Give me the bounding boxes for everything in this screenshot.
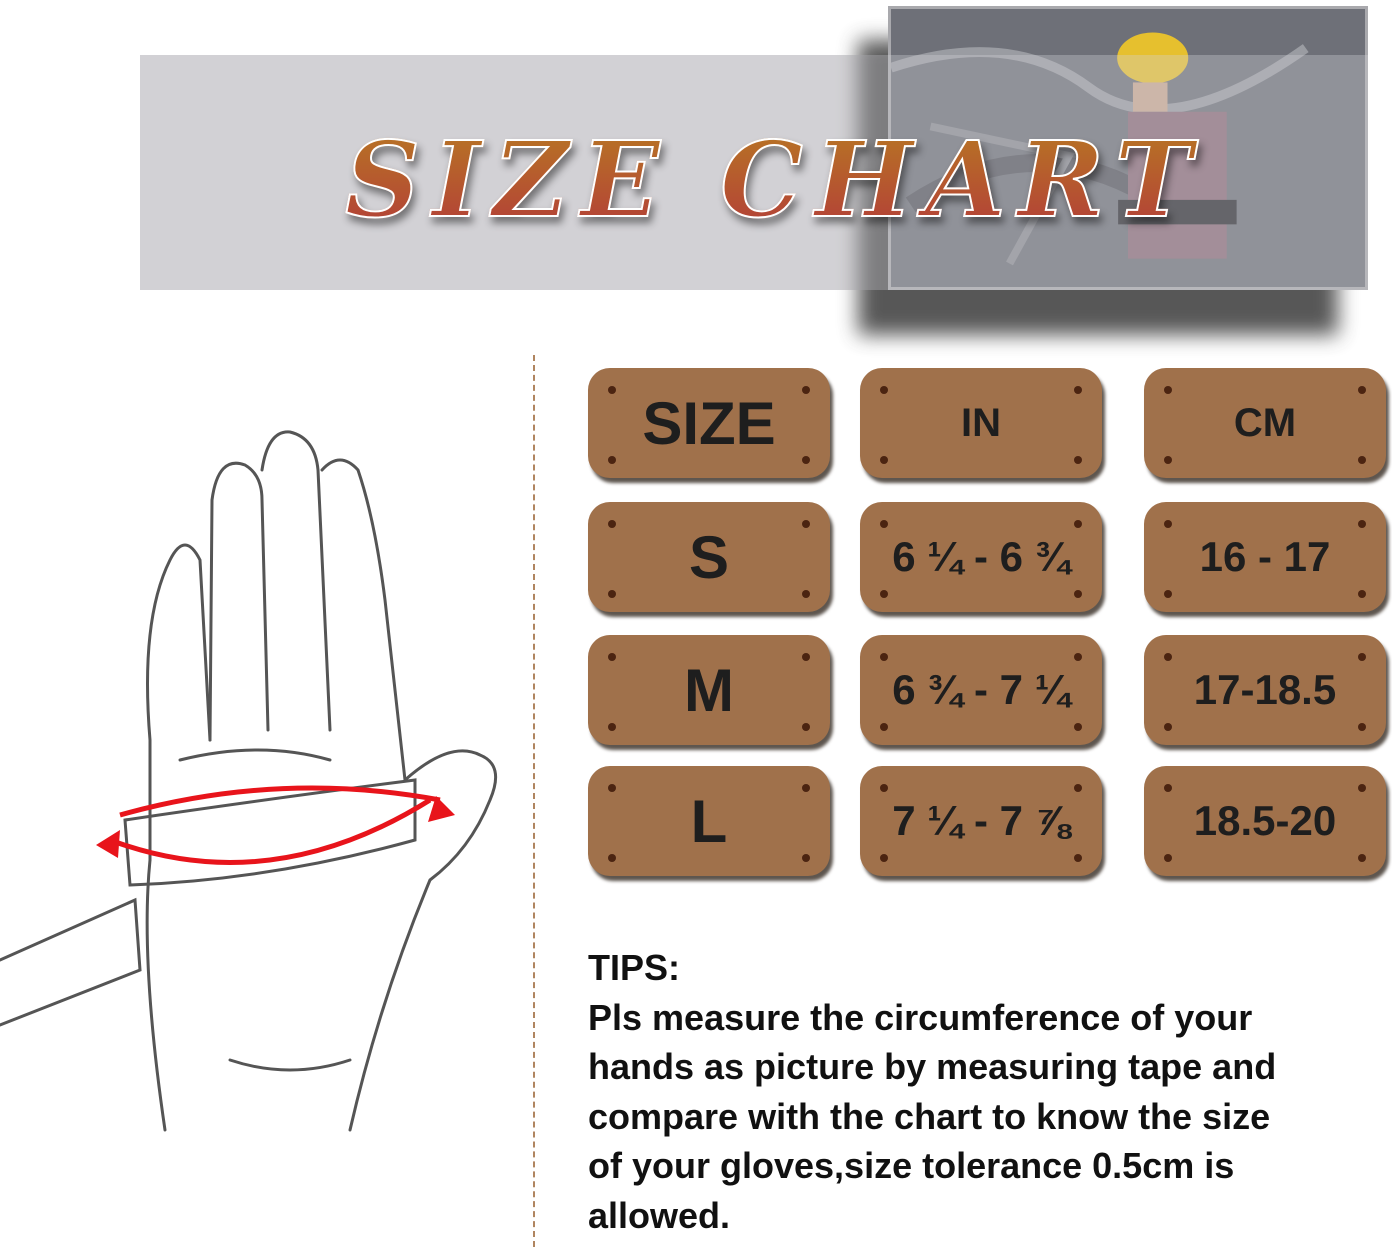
cell-value: S (688, 523, 730, 591)
rivet-dot (1074, 784, 1082, 792)
cell-size: M (588, 635, 830, 745)
tips-line: hands as picture by measuring tape and (588, 1046, 1277, 1087)
rivet-dot (1164, 723, 1172, 731)
cell-size: L (588, 766, 830, 876)
cell-in: 6 ¾ - 7 ¼ (860, 635, 1102, 745)
cell-value: 17-18.5 (1193, 666, 1337, 713)
rivet-dot (608, 653, 616, 661)
rivet-dot (1164, 590, 1172, 598)
header-size: SIZE (588, 368, 830, 478)
tips-line: allowed. (588, 1194, 731, 1236)
rivet-dot (608, 386, 616, 394)
rivet-dot (608, 723, 616, 731)
dashed-divider (533, 355, 535, 1247)
cell-value: 6 ¾ - 7 ¼ (892, 666, 1070, 713)
rivet-dot (1074, 653, 1082, 661)
tips-line: compare with the chart to know the size (588, 1095, 1271, 1137)
rivet-dot (1074, 520, 1082, 528)
rivet-dot (880, 653, 888, 661)
rivet-dot (1358, 854, 1366, 862)
cell-size: S (588, 502, 830, 612)
header-in: IN (860, 368, 1102, 478)
rivet-dot (1358, 520, 1366, 528)
cell-in: 7 ¼ - 7 ⅞ (860, 766, 1102, 876)
rivet-dot (1358, 456, 1366, 464)
cell-value: 16 - 17 (1199, 533, 1331, 580)
rivet-dot (1164, 520, 1172, 528)
rivet-dot (802, 520, 810, 528)
rivet-dot (1164, 386, 1172, 394)
rivet-dot (1358, 723, 1366, 731)
header-label: IN (961, 400, 1001, 445)
rivet-dot (1164, 456, 1172, 464)
tips-section: TIPS: Pls measure the circumference of y… (588, 943, 1388, 1240)
rivet-dot (802, 590, 810, 598)
header-cm: CM (1144, 368, 1386, 478)
rivet-dot (1358, 653, 1366, 661)
rivet-dot (802, 456, 810, 464)
rivet-dot (1358, 590, 1366, 598)
cell-value: L (690, 787, 728, 855)
rivet-dot (1358, 386, 1366, 394)
cell-value: 6 ¼ - 6 ¾ (892, 533, 1070, 580)
cell-in: 6 ¼ - 6 ¾ (860, 502, 1102, 612)
cell-cm: 18.5-20 (1144, 766, 1386, 876)
rivet-dot (802, 723, 810, 731)
rivet-dot (1074, 854, 1082, 862)
rivet-dot (1164, 784, 1172, 792)
cell-value: 7 ¼ - 7 ⅞ (892, 797, 1070, 844)
cell-cm: 17-18.5 (1144, 635, 1386, 745)
page-title: SIZE CHART (344, 117, 1204, 242)
rivet-dot (802, 784, 810, 792)
header-label: SIZE (642, 389, 776, 457)
worker-photo (888, 6, 1368, 290)
rivet-dot (880, 386, 888, 394)
rivet-dot (802, 653, 810, 661)
cell-value: M (684, 656, 734, 724)
cell-value: 18.5-20 (1193, 797, 1337, 844)
banner-overlay (140, 55, 1368, 290)
rivet-dot (608, 590, 616, 598)
rivet-dot (880, 456, 888, 464)
rivet-dot (880, 723, 888, 731)
rivet-dot (1164, 854, 1172, 862)
rivet-dot (880, 854, 888, 862)
tips-line: of your gloves,size tolerance 0.5cm is (588, 1145, 1235, 1186)
rivet-dot (1074, 590, 1082, 598)
rivet-dot (1074, 456, 1082, 464)
rivet-dot (880, 520, 888, 528)
rivet-dot (1358, 784, 1366, 792)
rivet-dot (1164, 653, 1172, 661)
tips-line: Pls measure the circumference of your (588, 996, 1253, 1038)
tips-heading: TIPS: (588, 947, 681, 988)
rivet-dot (608, 784, 616, 792)
rivet-dot (608, 456, 616, 464)
rivet-dot (802, 386, 810, 394)
rivet-dot (608, 854, 616, 862)
rivet-dot (1074, 723, 1082, 731)
header-label: CM (1233, 400, 1297, 445)
rivet-dot (608, 520, 616, 528)
rivet-dot (1074, 386, 1082, 394)
rivet-dot (880, 784, 888, 792)
hand-measuring-tape-icon (0, 430, 498, 1132)
cell-cm: 16 - 17 (1144, 502, 1386, 612)
rivet-dot (802, 854, 810, 862)
rivet-dot (880, 590, 888, 598)
